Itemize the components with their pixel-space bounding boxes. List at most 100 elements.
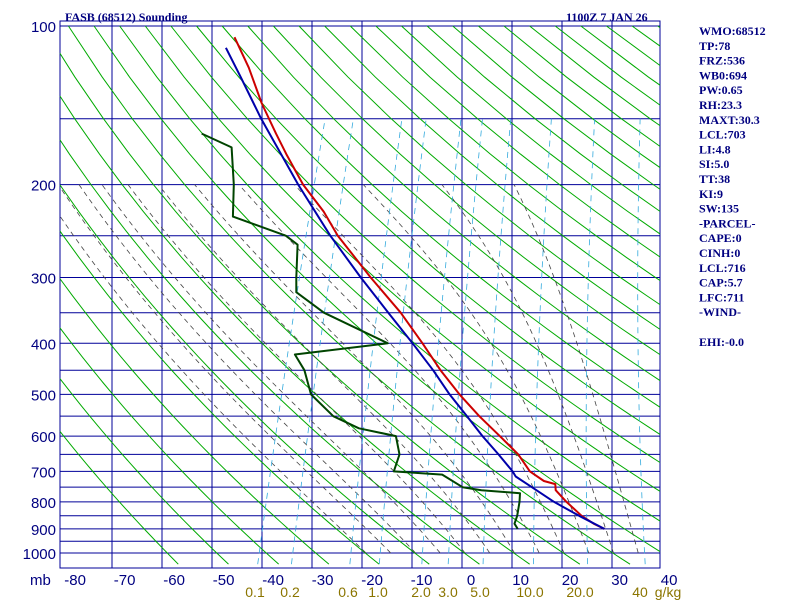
- index-item: TP:78: [699, 39, 730, 53]
- pressure-tick-label: 100: [31, 19, 56, 36]
- dry-adiabat-393: [298, 25, 661, 330]
- index-item: FRZ:536: [699, 54, 745, 68]
- index-item: WB0:694: [699, 68, 747, 82]
- indices-panel: WMO:68512TP:78FRZ:536WB0:694PW:0.65RH:23…: [699, 24, 766, 349]
- index-item: LCL:703: [699, 128, 746, 142]
- mixing-ratio-line-2: [421, 118, 462, 565]
- temperature-tick-label: -40: [262, 572, 284, 589]
- dry-adiabat-333: [144, 25, 661, 492]
- pressure-tick-label: 600: [31, 429, 56, 446]
- station-title: FASB (68512) Sounding: [65, 10, 187, 24]
- temperature-trace: [233, 36, 605, 530]
- temperature-tick-label: 40: [661, 572, 678, 589]
- temperature-tick-label: -50: [213, 572, 235, 589]
- moist-adiabat: [238, 184, 540, 554]
- index-item: SI:5.0: [699, 157, 729, 171]
- moist-adiabat: [194, 184, 515, 554]
- dry-adiabat-313: [93, 25, 661, 553]
- dry-adiabat-453: [452, 25, 661, 190]
- dry-adiabat-353: [196, 25, 661, 435]
- temperature-tick-label: 0: [467, 572, 475, 589]
- mixing-ratio-line-0.2: [291, 118, 354, 565]
- dry-adiabat-383: [273, 25, 661, 356]
- index-item: -WIND-: [699, 305, 741, 319]
- mixing-ratio-label: 0.1: [245, 584, 265, 600]
- dry-adiabat-343: [170, 25, 661, 463]
- dry-adiabat-523: [631, 25, 661, 47]
- mixing-ratio-label: 40: [632, 584, 648, 600]
- index-item: LFC:711: [699, 290, 744, 304]
- dry-adiabat-443: [426, 25, 661, 212]
- mixing-ratio-line-3: [447, 118, 483, 565]
- dry-adiabat-403: [324, 25, 661, 306]
- mixing-ratio-line-20: [585, 118, 595, 565]
- index-item: EHI:-0.0: [699, 335, 744, 349]
- sounding-traces: [201, 36, 605, 530]
- moist-adiabat: [294, 184, 565, 554]
- temperature-tick-label: -10: [411, 572, 433, 589]
- moist-adiabat: [513, 184, 639, 554]
- pressure-tick-label: 1000: [23, 546, 56, 563]
- dry-adiabat-463: [478, 25, 661, 168]
- index-item: TT:38: [699, 172, 730, 186]
- dry-adiabat-233: [59, 327, 280, 565]
- dry-adiabat-223: [59, 378, 229, 565]
- mixing-ratio-label: 2.0: [411, 584, 431, 600]
- parcel-trace: [225, 47, 605, 530]
- pressure-tick-label: 900: [31, 522, 56, 539]
- mixing-ratio-line-10: [533, 118, 552, 565]
- dry-adiabat-533: [657, 25, 661, 29]
- temperature-tick-label: -70: [114, 572, 136, 589]
- index-item: RH:23.3: [699, 98, 742, 112]
- index-item: LI:4.8: [699, 142, 731, 156]
- mixing-ratio-line-0.1: [257, 118, 326, 565]
- dry-adiabat-283: [59, 95, 530, 565]
- index-item: MAXT:30.3: [699, 113, 760, 127]
- dewpoint-trace: [201, 132, 521, 530]
- index-item: CINH:0: [699, 246, 740, 260]
- index-item: -PARCEL-: [699, 216, 755, 230]
- mixing-ratio-label: g/kg: [655, 584, 681, 600]
- moist-adiabat: [363, 184, 590, 554]
- pressure-unit-label: mb: [30, 572, 51, 589]
- dry-adiabats: [59, 25, 661, 565]
- mixing-ratio-lines: [257, 118, 646, 565]
- dry-adiabat-323: [119, 25, 661, 522]
- pressure-tick-label: 500: [31, 387, 56, 404]
- temperature-tick-label: -60: [163, 572, 185, 589]
- index-item: LCL:716: [699, 261, 746, 275]
- temperature-tick-label: -80: [64, 572, 86, 589]
- plot-frame: [59, 20, 661, 569]
- mixing-ratio-label: 1.0: [368, 584, 388, 600]
- index-item: CAP:5.7: [699, 276, 743, 290]
- dry-adiabat-503: [580, 25, 661, 86]
- dry-adiabat-513: [606, 25, 661, 66]
- moist-adiabat: [101, 184, 441, 554]
- mixing-ratio-label: 10.0: [516, 584, 543, 600]
- mixing-ratio-label: 0.2: [280, 584, 300, 600]
- temperature-tick-label: -30: [312, 572, 334, 589]
- dry-adiabat-373: [247, 25, 661, 381]
- temperature-tick-label: 10: [512, 572, 529, 589]
- dry-adiabat-303: [68, 25, 631, 565]
- dry-adiabat-273: [59, 139, 480, 565]
- moist-adiabats: [59, 184, 639, 554]
- mixing-ratio-label: 5.0: [470, 584, 490, 600]
- mixing-ratio-label: 20.0: [566, 584, 593, 600]
- dry-adiabat-483: [529, 25, 661, 127]
- dry-adiabat-423: [375, 25, 661, 258]
- dry-adiabat-243: [59, 278, 330, 565]
- moist-adiabat: [59, 215, 367, 554]
- mixing-ratio-line-5: [482, 118, 512, 565]
- index-item: PW:0.65: [699, 83, 743, 97]
- pressure-tick-label: 400: [31, 336, 56, 353]
- temperature-tick-label: -20: [361, 572, 383, 589]
- mixing-ratio-label: 0.6: [338, 584, 358, 600]
- mixing-ratio-label: 3.0: [438, 584, 458, 600]
- index-item: KI:9: [699, 187, 723, 201]
- sounding-time: 1100Z 7 JAN 26: [566, 10, 648, 24]
- dry-adiabat-493: [554, 25, 661, 106]
- mixing-ratio-line-40: [637, 118, 646, 565]
